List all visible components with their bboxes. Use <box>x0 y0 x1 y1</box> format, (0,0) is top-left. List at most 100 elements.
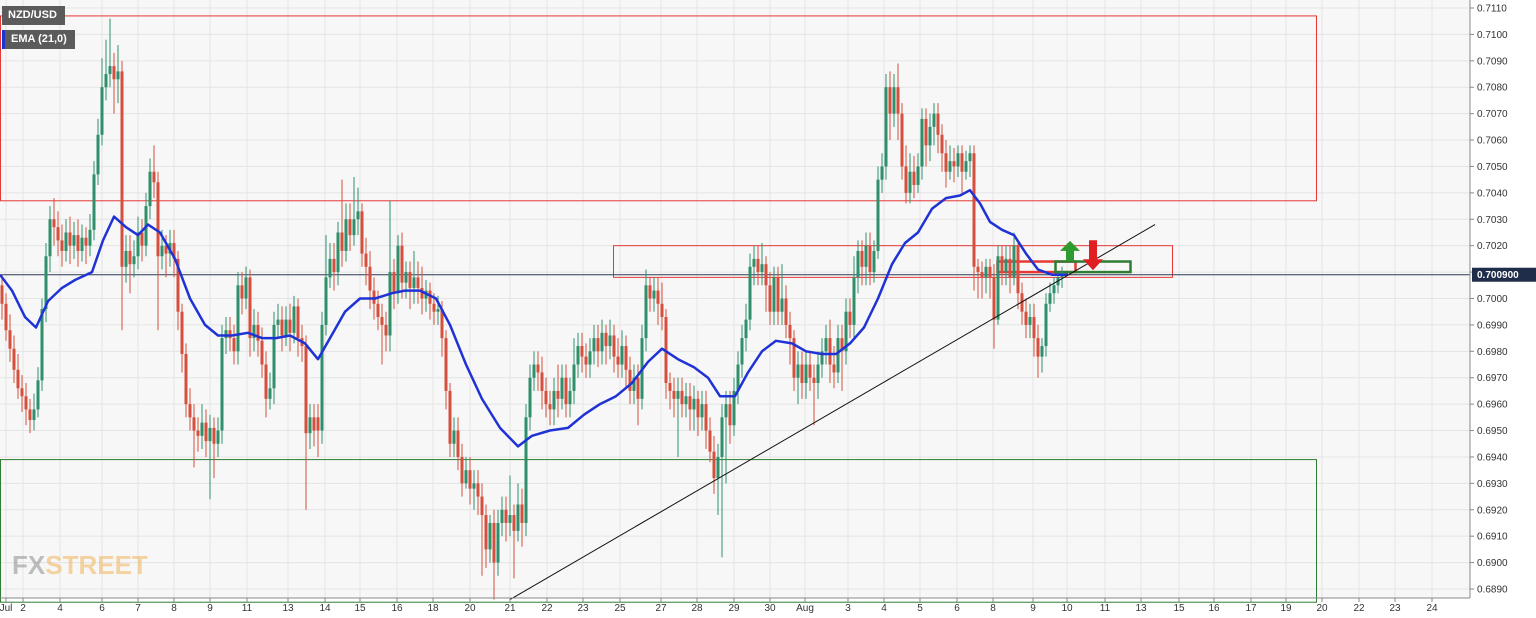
candle-body <box>848 311 852 325</box>
candle-body <box>576 346 580 365</box>
candle-body <box>700 404 704 418</box>
candle-body <box>344 219 348 251</box>
candle-body <box>600 332 604 352</box>
candle-body <box>660 303 664 317</box>
candle-body <box>52 219 56 228</box>
x-axis: Jul 2 4 6 7 8 9 11 13 14 15 16 18 20 21 22 23 25 27 28 29 30 A… <box>0 598 1438 614</box>
candle-body <box>20 388 24 397</box>
candle-body <box>224 330 228 339</box>
candle-body <box>164 245 168 254</box>
candle-body <box>832 364 836 373</box>
candle-body <box>816 364 820 384</box>
x-tick-label: 22 <box>541 603 553 614</box>
x-tick-label: 29 <box>728 603 740 614</box>
zone-box <box>613 245 1173 278</box>
candle-body <box>4 303 8 331</box>
candle-body <box>212 427 216 444</box>
candle-body <box>844 311 848 352</box>
candle-body <box>888 87 892 114</box>
candle-body <box>12 348 16 370</box>
candle-body <box>56 227 60 241</box>
x-tick-label: 8 <box>990 603 996 614</box>
candle-body <box>996 256 1000 320</box>
candle-body <box>1024 311 1028 325</box>
candle-body <box>992 277 996 320</box>
symbol-label[interactable]: NZD/USD <box>2 6 65 25</box>
y-tick-label: 0.7060 <box>1477 136 1508 147</box>
candle-body <box>748 266 752 320</box>
y-tick-label: 0.7030 <box>1477 215 1508 226</box>
candle-body <box>40 309 44 381</box>
candle-body <box>652 290 656 299</box>
x-tick-label: 15 <box>354 603 366 614</box>
candle-body <box>292 306 296 333</box>
candle-body <box>256 324 260 341</box>
support-trendline <box>509 224 1156 600</box>
candle-body <box>180 311 184 354</box>
candle-body <box>444 338 448 391</box>
candle-body <box>1016 245 1020 294</box>
candle-body <box>504 509 508 523</box>
fxstreet-logo: FXSTREET <box>12 550 148 581</box>
candle-body <box>472 483 476 489</box>
candle-body <box>668 383 672 391</box>
candle-body <box>904 166 908 193</box>
x-tick-label: 24 <box>1426 603 1438 614</box>
candle-body <box>940 134 944 154</box>
candle-body <box>708 430 712 452</box>
candle-body <box>624 346 628 370</box>
candle-body <box>972 153 976 267</box>
candle-body <box>384 324 388 336</box>
candle-body <box>716 456 720 479</box>
candle-body <box>232 338 236 352</box>
candle-body <box>8 330 12 349</box>
candle-body <box>360 211 364 254</box>
candle-body <box>568 390 572 405</box>
candle-body <box>544 390 548 405</box>
candle-body <box>976 266 980 273</box>
candle-body <box>348 219 352 236</box>
candle-body <box>676 390 680 399</box>
y-tick-label: 0.7090 <box>1477 56 1508 67</box>
candle-body <box>764 264 768 286</box>
candle-body <box>108 66 112 75</box>
candle-body <box>536 364 540 373</box>
x-tick-label: 20 <box>1316 603 1328 614</box>
y-tick-label: 0.6950 <box>1477 426 1508 437</box>
candle-body <box>368 266 372 291</box>
y-tick-label: 0.7040 <box>1477 188 1508 199</box>
candle-body <box>948 161 952 172</box>
candle-body <box>92 174 96 230</box>
candle-body <box>920 118 924 167</box>
candle-body <box>812 377 816 384</box>
candle-body <box>524 417 528 523</box>
candle-body <box>28 409 32 420</box>
x-tick-label: 7 <box>135 603 141 614</box>
candle-body <box>196 430 200 436</box>
candle-body <box>628 369 632 391</box>
candle-body <box>636 377 640 399</box>
x-tick-label: 17 <box>1245 603 1257 614</box>
candle-body <box>400 245 404 283</box>
ema-legend[interactable]: EMA (21,0) <box>2 30 75 49</box>
candle-body <box>1048 293 1052 304</box>
candle-body <box>684 396 688 405</box>
y-axis: 0.7110 0.7100 0.7090 0.7080 0.7070 0.7060 0.70… <box>1470 4 1508 596</box>
candle-body <box>328 258 332 278</box>
candle-body <box>632 377 636 391</box>
candle-body <box>744 319 748 339</box>
candle-body <box>76 235 80 251</box>
y-tick-label: 0.7080 <box>1477 83 1508 94</box>
candle-body <box>32 409 36 420</box>
candle-body <box>720 417 724 457</box>
candle-body <box>388 272 392 336</box>
candle-body <box>696 398 700 418</box>
candle-body <box>740 338 744 365</box>
candle-body <box>128 250 132 265</box>
x-tick-label: 23 <box>1389 603 1401 614</box>
candle-body <box>776 277 780 312</box>
candle-body <box>380 316 384 325</box>
candle-body <box>184 353 188 405</box>
candle-body <box>500 509 504 523</box>
